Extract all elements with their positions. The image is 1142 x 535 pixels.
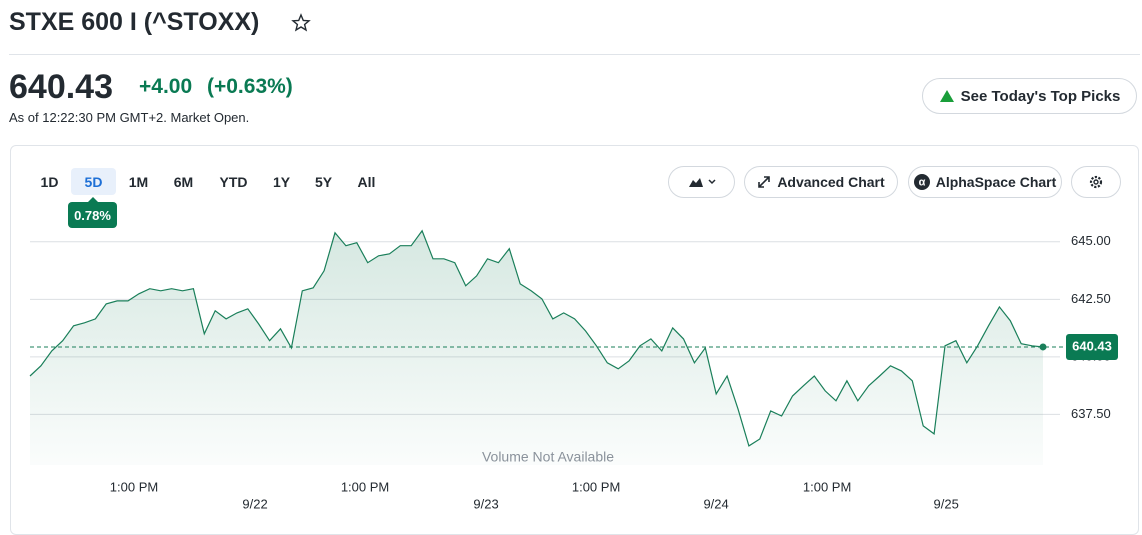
svg-text:α: α [918,177,925,189]
chart-type-button[interactable] [668,166,735,198]
range-tab[interactable]: All [357,173,376,190]
top-picks-button[interactable]: See Today's Top Picks [922,78,1137,114]
range-tab[interactable]: 1Y [272,173,291,190]
page: STXE 600 I (^STOXX) 640.43 +4.00 (+0.63%… [9,8,1140,535]
chart-type-icon [688,178,716,187]
button-label: Advanced Chart [777,174,885,190]
top-picks-label: See Today's Top Picks [960,87,1121,105]
title: STXE 600 I (^STOXX) [9,8,260,36]
as-of: As of 12:22:30 PM GMT+2. Market Open. [9,110,250,125]
range-tab[interactable]: 1M [128,173,149,190]
change: +4.00 [139,75,193,98]
change-pct: (+0.63%) [207,75,293,98]
settings-button[interactable] [1071,166,1121,198]
expand-icon [758,176,771,188]
range-tab[interactable]: YTD [219,173,248,190]
price: 640.43 [9,68,113,106]
advanced-chart-button[interactable]: Advanced Chart [744,166,898,198]
triangle-icon [939,90,954,102]
range-tab[interactable]: 6M [173,173,194,190]
range-tab[interactable]: 5D [71,168,116,195]
alphaspace-chart-button[interactable]: α AlphaSpace Chart [908,166,1062,198]
button-label: AlphaSpace Chart [935,174,1057,190]
range-tab[interactable]: 1D [40,173,59,190]
star-icon[interactable] [291,13,311,33]
gear-icon [1089,175,1103,189]
range-tab[interactable]: 5Y [314,173,333,190]
range-change: 0.78% [68,197,117,228]
divider [9,54,1140,55]
alpha-icon: α [913,174,930,190]
chart-card [10,145,1139,535]
